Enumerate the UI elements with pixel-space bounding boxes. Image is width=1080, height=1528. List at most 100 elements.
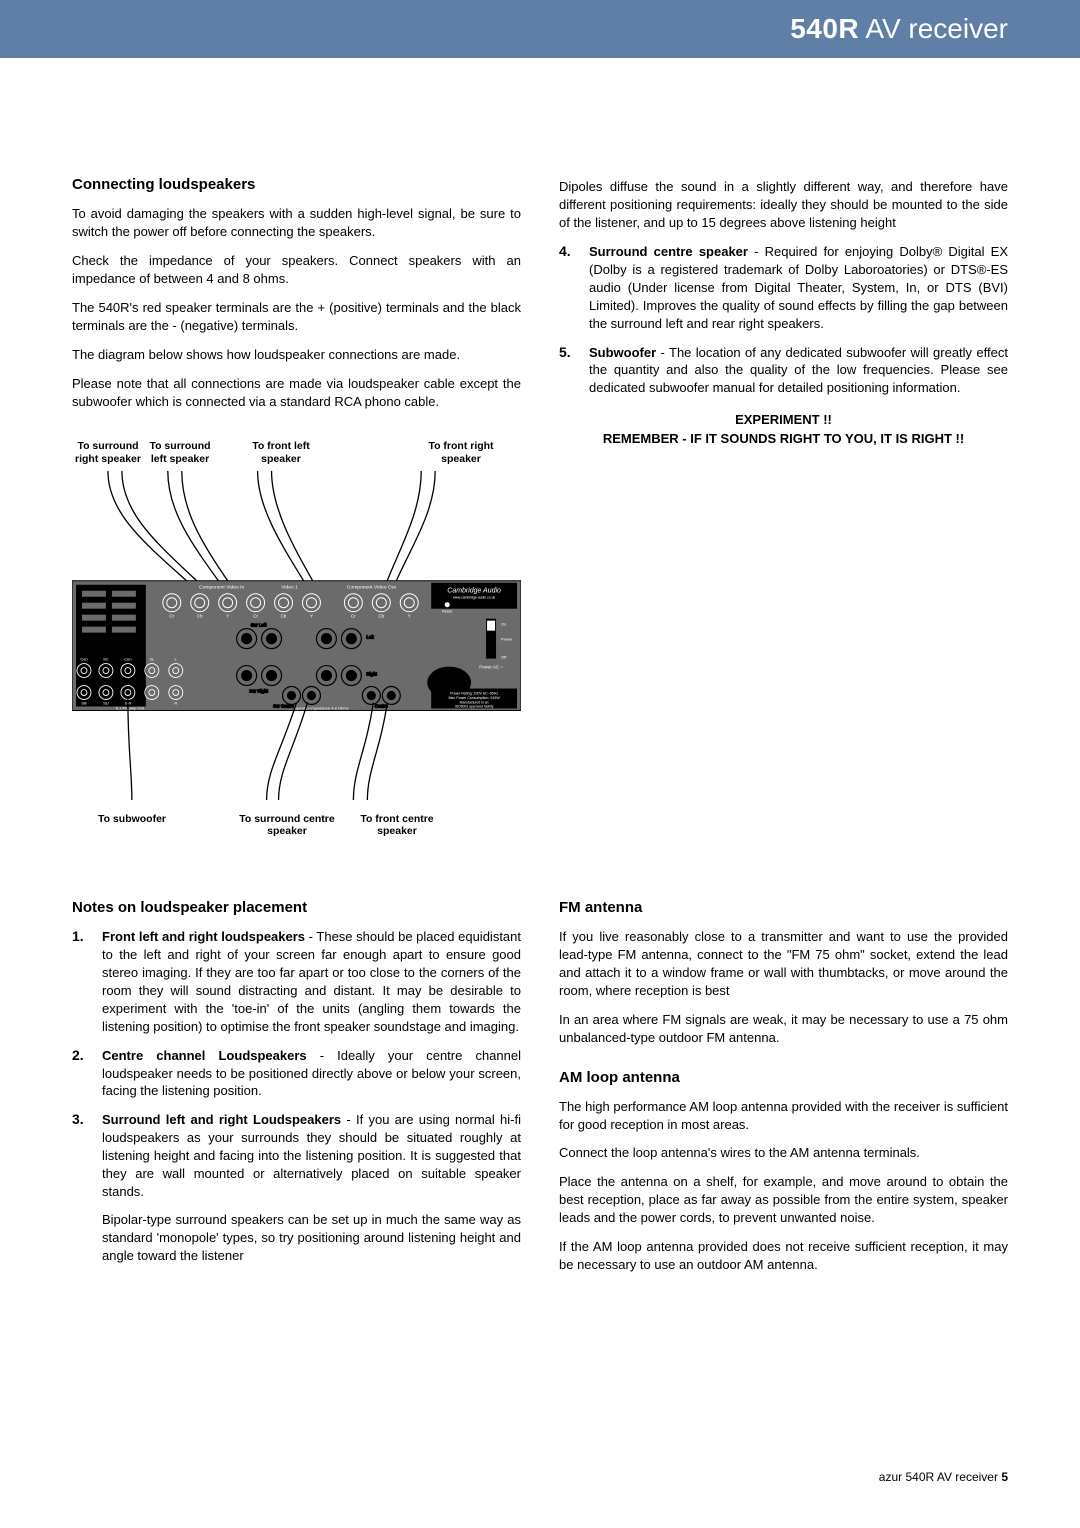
t-video1: Video 1 <box>281 584 298 590</box>
experiment-l2: REMEMBER - IF IT SOUNDS RIGHT TO YOU, IT… <box>559 430 1008 449</box>
lead: Surround left and right Loudspeakers <box>102 1112 341 1127</box>
svg-text:ISO9002 approved facility: ISO9002 approved facility <box>455 704 494 708</box>
upper-columns: Connecting loudspeakers To avoid damagin… <box>72 176 1008 845</box>
col-left-bottom: Notes on loudspeaker placement 1. Front … <box>72 899 521 1285</box>
para-dipoles: Dipoles diffuse the sound in a slightly … <box>559 178 1008 232</box>
list-item: 1. Front left and right loudspeakers - T… <box>72 928 521 1036</box>
svg-text:Off: Off <box>501 654 507 659</box>
rest: - These should be placed equidistant to … <box>102 929 521 1034</box>
num: 2. <box>72 1047 88 1101</box>
svg-text:Cb: Cb <box>281 613 287 618</box>
header-bar: 540R AV receiver <box>0 0 1080 58</box>
heading-fm: FM antenna <box>559 899 1008 916</box>
lbl-sur-centre: To surround centre speaker <box>232 813 342 837</box>
para: Place the antenna on a shelf, for exampl… <box>559 1173 1008 1227</box>
svg-text:Power AC ~: Power AC ~ <box>479 664 503 669</box>
para: The high performance AM loop antenna pro… <box>559 1098 1008 1134</box>
lbl-front-centre: To front centre speaker <box>342 813 452 837</box>
svg-text:Right: Right <box>366 671 377 676</box>
svg-text:Power Rating: 230V AC~50Hz: Power Rating: 230V AC~50Hz <box>450 691 498 695</box>
para: To avoid damaging the speakers with a su… <box>72 205 521 241</box>
svg-text:Left: Left <box>366 634 374 639</box>
t-brand: Cambridge Audio <box>447 587 501 594</box>
footer-text: azur 540R AV receiver <box>879 1470 1002 1484</box>
svg-text:Cr: Cr <box>253 613 258 618</box>
svg-text:R: R <box>174 700 177 705</box>
para: If you live reasonably close to a transm… <box>559 928 1008 1000</box>
svg-text:Sur Right: Sur Right <box>249 688 268 693</box>
lead: Subwoofer <box>589 345 656 360</box>
lbl-subwoofer: To subwoofer <box>82 813 182 837</box>
diagram-svg: Component Video In Video 1 Component Vid… <box>72 471 521 800</box>
svg-text:Speaker Impedance 4-8 Ohms: Speaker Impedance 4-8 Ohms <box>294 705 348 710</box>
col-right-top: Dipoles diffuse the sound in a slightly … <box>559 176 1008 845</box>
li-body: Surround centre speaker - Required for e… <box>589 243 1008 333</box>
lead: Centre channel Loudspeakers <box>102 1048 307 1063</box>
svg-text:www.cambridge-audio.co.uk: www.cambridge-audio.co.uk <box>453 595 496 599</box>
list-item: 3. Surround left and right Loudspeakers … <box>72 1111 521 1265</box>
experiment-l1: EXPERIMENT !! <box>559 411 1008 430</box>
num: 4. <box>559 243 575 333</box>
svg-text:Y: Y <box>310 613 313 618</box>
li-body: Centre channel Loudspeakers - Ideally yo… <box>102 1047 521 1101</box>
heading-placement: Notes on loudspeaker placement <box>72 899 521 916</box>
svg-text:Cr: Cr <box>351 613 356 618</box>
li-body: Subwoofer - The location of any dedicate… <box>589 344 1008 398</box>
footer-page: 5 <box>1001 1470 1008 1484</box>
list-item: 2. Centre channel Loudspeakers - Ideally… <box>72 1047 521 1101</box>
list-item: 4. Surround centre speaker - Required fo… <box>559 243 1008 333</box>
lower-columns: Notes on loudspeaker placement 1. Front … <box>72 899 1008 1285</box>
header-product: AV receiver <box>859 13 1008 44</box>
col-left-top: Connecting loudspeakers To avoid damagin… <box>72 176 521 845</box>
svg-text:Max Power Consumption: 915W: Max Power Consumption: 915W <box>448 696 500 700</box>
para: If the AM loop antenna provided does not… <box>559 1238 1008 1274</box>
lbl-sur-right: To surround right speaker <box>72 440 144 464</box>
num: 5. <box>559 344 575 398</box>
para: Connect the loop antenna's wires to the … <box>559 1144 1008 1162</box>
para: The 540R's red speaker terminals are the… <box>72 299 521 335</box>
para: Please note that all connections are mad… <box>72 375 521 411</box>
num: 3. <box>72 1111 88 1265</box>
diagram-top-labels: To surround right speaker To surround le… <box>72 440 521 464</box>
list-item: 5. Subwoofer - The location of any dedic… <box>559 344 1008 398</box>
svg-text:On: On <box>501 621 506 626</box>
li-body: Front left and right loudspeakers - Thes… <box>102 928 521 1036</box>
num: 1. <box>72 928 88 1036</box>
lbl-front-right: To front right speaker <box>416 440 506 464</box>
header-model: 540R <box>790 13 859 44</box>
para: The diagram below shows how loudspeaker … <box>72 346 521 364</box>
li-body: Surround left and right Loudspeakers - I… <box>102 1111 521 1265</box>
svg-text:SB: SB <box>81 700 87 705</box>
svg-text:Sur Left: Sur Left <box>251 622 267 627</box>
para: Check the impedance of your speakers. Co… <box>72 252 521 288</box>
t-compout: Component Video Out <box>347 584 397 590</box>
svg-text:Cen: Cen <box>80 656 87 661</box>
svg-text:Cen: Cen <box>124 656 131 661</box>
header-title: 540R AV receiver <box>790 13 1008 45</box>
diagram-bottom-labels: To subwoofer To surround centre speaker … <box>72 813 521 837</box>
svg-text:SC: SC <box>103 656 109 661</box>
para: In an area where FM signals are weak, it… <box>559 1011 1008 1047</box>
heading-connecting: Connecting loudspeakers <box>72 176 521 193</box>
list-placement: 1. Front left and right loudspeakers - T… <box>72 928 521 1265</box>
svg-text:Power: Power <box>501 636 513 641</box>
svg-text:Y: Y <box>408 613 411 618</box>
svg-text:Cb: Cb <box>378 613 384 618</box>
page-body: Connecting loudspeakers To avoid damagin… <box>0 58 1080 1325</box>
sub-para: Bipolar-type surround speakers can be se… <box>102 1211 521 1265</box>
list-right-top: 4. Surround centre speaker - Required fo… <box>559 243 1008 398</box>
svg-text:6.1 Preamp Out: 6.1 Preamp Out <box>116 705 145 710</box>
svg-text:SL: SL <box>149 656 155 661</box>
lbl-front-left: To front left speaker <box>236 440 326 464</box>
svg-text:Reset: Reset <box>442 608 453 613</box>
lbl-sur-left: To surround left speaker <box>144 440 216 464</box>
experiment-callout: EXPERIMENT !! REMEMBER - IF IT SOUNDS RI… <box>559 411 1008 449</box>
heading-am: AM loop antenna <box>559 1069 1008 1086</box>
page-footer: azur 540R AV receiver 5 <box>879 1470 1008 1484</box>
lead: Surround centre speaker <box>589 244 748 259</box>
svg-text:Sur Centre: Sur Centre <box>273 703 294 708</box>
t-compin: Component Video In <box>199 584 244 590</box>
rear-panel-diagram: To surround right speaker To surround le… <box>72 440 521 837</box>
svg-text:Cb: Cb <box>197 613 203 618</box>
col-right-bottom: FM antenna If you live reasonably close … <box>559 899 1008 1285</box>
